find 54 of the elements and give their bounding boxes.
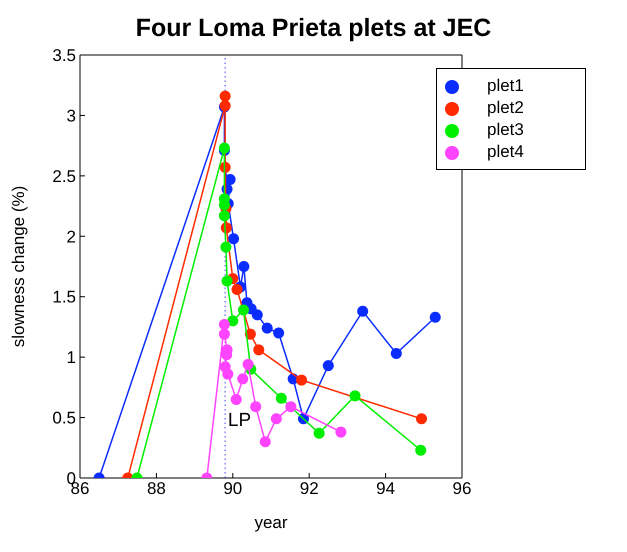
point: [350, 390, 361, 402]
y-tick-label: 3: [66, 106, 76, 126]
point: [416, 413, 428, 424]
y-tick-label: 2.5: [52, 166, 76, 186]
y-tick-label: 1: [66, 348, 76, 368]
y-tick-label: 1.5: [52, 288, 76, 307]
point: [357, 306, 368, 317]
point: [220, 90, 231, 102]
point: [238, 261, 250, 272]
point: [222, 368, 234, 380]
point: [314, 428, 325, 439]
legend-label: plet1: [487, 76, 524, 95]
point: [296, 374, 308, 386]
y-tick-label: 0.5: [52, 408, 76, 428]
y-axis-title: slowness change (%): [9, 186, 28, 348]
point: [430, 312, 441, 323]
x-tick-label: 94: [376, 479, 396, 498]
point: [262, 322, 273, 334]
point: [273, 327, 284, 338]
legend-label: plet2: [487, 98, 524, 117]
y-tick-label: 2: [66, 227, 76, 246]
point: [250, 401, 262, 412]
point: [260, 436, 271, 448]
point: [252, 309, 263, 320]
point: [285, 401, 296, 412]
point: [253, 344, 264, 356]
point: [227, 315, 238, 326]
point: [218, 210, 230, 222]
point: [242, 358, 254, 370]
chart-title: Four Loma Prieta plets at JEC: [134, 13, 492, 44]
point: [270, 413, 282, 424]
point: [415, 444, 426, 456]
point: [238, 304, 249, 316]
legend-label: plet3: [487, 120, 524, 139]
point: [218, 328, 230, 340]
x-axis-title: year: [254, 513, 288, 532]
point: [322, 360, 334, 372]
x-tick-label: 90: [223, 479, 242, 498]
point: [335, 426, 346, 438]
point: [230, 394, 242, 405]
point: [232, 284, 242, 295]
point: [390, 348, 402, 360]
point: [276, 392, 287, 404]
point: [228, 233, 240, 244]
x-tick-label: 88: [146, 479, 166, 498]
y-tick-label: 3.5: [52, 46, 76, 66]
legend-label: plet4: [487, 142, 524, 161]
point: [218, 319, 230, 330]
ref-line-label: LP: [228, 410, 252, 431]
x-tick-label: 96: [452, 479, 472, 498]
point: [220, 242, 232, 253]
x-tick-label: 92: [300, 479, 319, 498]
point: [237, 373, 248, 384]
point: [222, 276, 233, 287]
